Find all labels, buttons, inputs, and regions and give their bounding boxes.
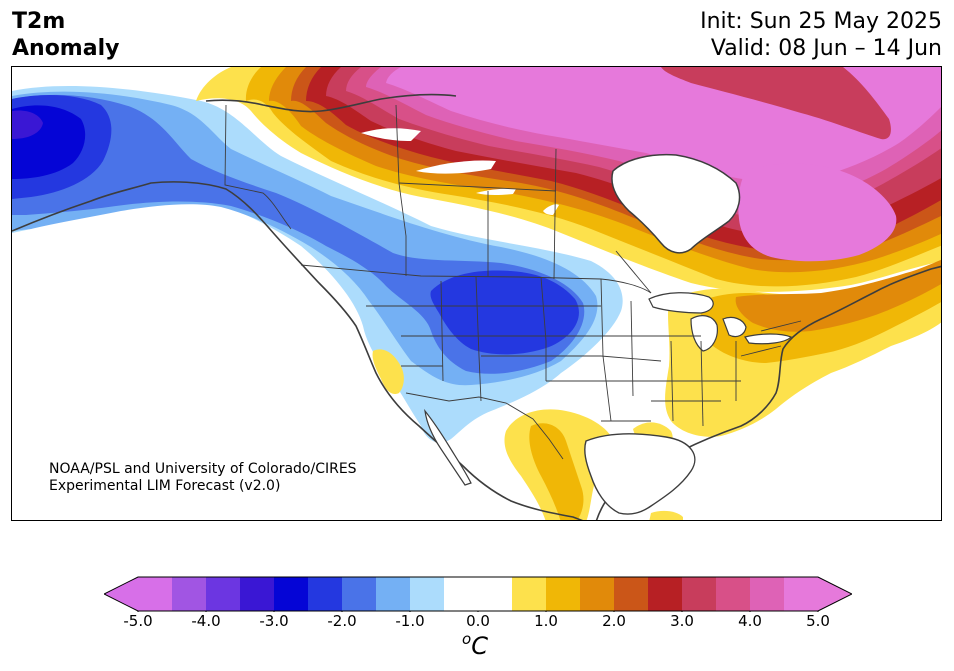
anomaly-map (11, 66, 942, 521)
colorbar-swatch (784, 577, 819, 611)
colorbar-swatch (648, 577, 683, 611)
colorbar-extend-low (104, 577, 138, 611)
colorbar-swatch (546, 577, 581, 611)
colorbar-swatch (682, 577, 717, 611)
colorbar-tick-label: -3.0 (259, 612, 289, 630)
colorbar-swatch (274, 577, 309, 611)
colorbar-swatch (206, 577, 241, 611)
colorbar (104, 576, 852, 612)
colorbar-swatch (750, 577, 785, 611)
colorbar-swatch (444, 577, 479, 611)
colorbar-swatch (172, 577, 207, 611)
valid-date: Valid: 08 Jun – 14 Jun (710, 36, 942, 61)
colorbar-tick-label: 5.0 (806, 612, 830, 630)
warm-core-greenland (661, 67, 891, 140)
credit-line-1: NOAA/PSL and University of Colorado/CIRE… (49, 461, 357, 477)
arctic-channel-2 (416, 160, 496, 174)
colorbar-tick-labels: -5.0 -4.0 -3.0 -2.0 -1.0 0.0 1.0 2.0 3.0 4.0 5.0 (0, 612, 954, 632)
colorbar-tick-label: -1.0 (395, 612, 425, 630)
colorbar-swatch (614, 577, 649, 611)
colorbar-tick-label: 4.0 (738, 612, 762, 630)
init-date: Init: Sun 25 May 2025 (700, 9, 942, 34)
colorbar-swatch (240, 577, 275, 611)
map-title: T2m Anomaly (12, 8, 119, 62)
warm-contour-baja (372, 349, 404, 395)
gulf-of-california (424, 408, 472, 486)
colorbar-extend-high (818, 577, 852, 611)
warm-contour-1.0-mexico (529, 423, 584, 520)
cold-contour-3.0 (12, 110, 43, 139)
colorbar-tick-label: 3.0 (670, 612, 694, 630)
colorbar-swatch (478, 577, 513, 611)
colorbar-swatch (342, 577, 377, 611)
colorbar-swatch (376, 577, 411, 611)
warm-contour-yucatan (649, 510, 683, 520)
colorbar-tick-label: 0.0 (466, 612, 490, 630)
cold-contour-2.0 (12, 95, 579, 355)
colorbar-tick-label: 1.0 (534, 612, 558, 630)
colorbar-swatch (138, 577, 173, 611)
colorbar-tick-label: 2.0 (602, 612, 626, 630)
colorbar-swatch (410, 577, 445, 611)
colorbar-tick-label: -2.0 (327, 612, 357, 630)
colorbar-tick-label: -4.0 (191, 612, 221, 630)
colorbar-swatch (580, 577, 615, 611)
colorbar-swatch (716, 577, 751, 611)
warm-contour-1.5-east (735, 259, 941, 332)
arctic-channel-1 (361, 128, 421, 141)
hudson-bay (611, 153, 741, 254)
unit-letter: C (471, 632, 488, 660)
warm-core-quebec (738, 163, 897, 262)
colorbar-unit-label: oC (462, 630, 488, 660)
colorbar-swatch (512, 577, 547, 611)
colorbar-swatch (308, 577, 343, 611)
gulf-of-mexico (584, 433, 696, 515)
arctic-channel-3 (476, 188, 516, 195)
credit-line-2: Experimental LIM Forecast (v2.0) (49, 478, 281, 494)
unit-degree: o (462, 630, 472, 648)
political-boundaries (224, 104, 802, 460)
colorbar-tick-label: -5.0 (123, 612, 153, 630)
title-line-1: T2m (12, 9, 66, 34)
map-svg (12, 67, 941, 520)
great-lakes (648, 292, 793, 352)
date-info: Init: Sun 25 May 2025 Valid: 08 Jun – 14… (700, 8, 942, 62)
credit-text: NOAA/PSL and University of Colorado/CIRE… (49, 461, 357, 495)
title-line-2: Anomaly (12, 36, 120, 61)
